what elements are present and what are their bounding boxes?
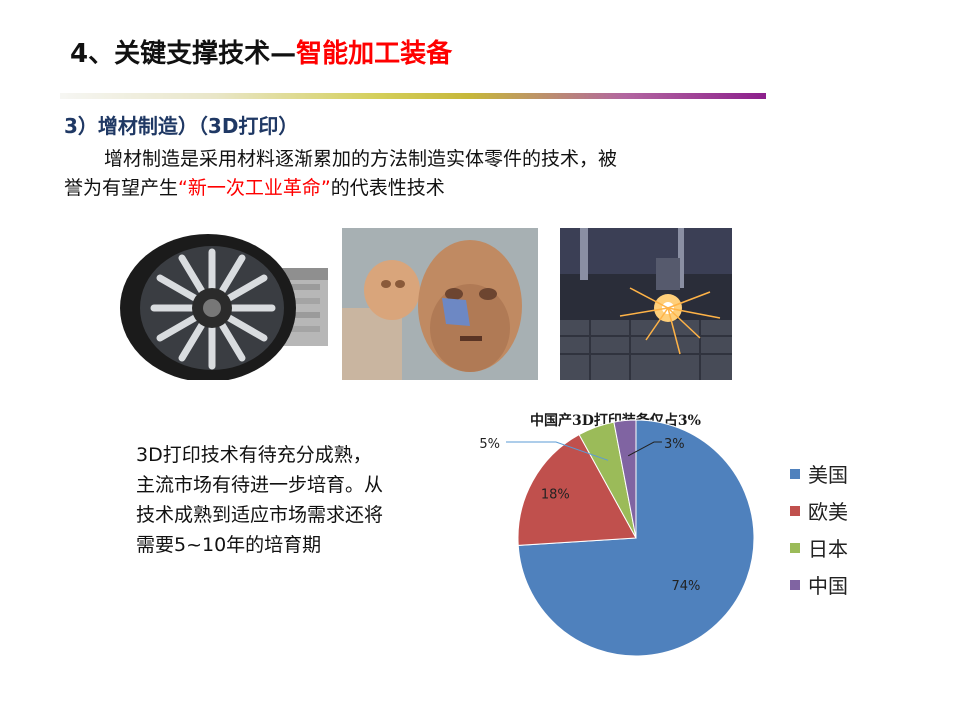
pie-label-2: 18% — [541, 488, 570, 503]
legend-label: 中国 — [808, 574, 848, 598]
maturity-note: 3D打印技术有待充分成熟，主流市场有待进一步培育。从技术成熟到适应市场需求还将需… — [136, 444, 384, 556]
legend-item-3: 日本 — [790, 529, 848, 566]
jet-engine-fan-image — [112, 228, 328, 380]
intro-line-1: 增材制造是采用材料逐渐累加的方法制造实体零件的技术，被 — [104, 148, 618, 170]
slide-title-prefix: 4、关键支撑技术— — [70, 39, 297, 69]
pie-slice-2 — [517, 433, 637, 546]
laser-sintering-sparks-image — [560, 228, 732, 380]
slide-title: 4、关键支撑技术—智能加工装备 — [70, 36, 452, 72]
pie-label-4: 3% — [664, 437, 685, 452]
legend-label: 美国 — [808, 463, 848, 487]
legend-swatch — [790, 505, 800, 516]
legend-label: 日本 — [808, 537, 848, 561]
legend-label: 欧美 — [808, 500, 848, 524]
intro-line-2-prefix: 誉为有望产生 — [64, 177, 179, 199]
section-heading: 3）增材制造）（3D打印） — [64, 114, 299, 138]
chart-legend: 美国 欧美 日本 中国 — [790, 455, 848, 603]
legend-swatch — [790, 542, 800, 553]
pie-chart: 74% 18% 5% 3% — [479, 419, 755, 657]
legend-swatch — [790, 468, 800, 479]
legend-item-1: 美国 — [790, 455, 848, 492]
intro-line-2-suffix: 的代表性技术 — [330, 177, 445, 199]
pie-label-3: 5% — [479, 437, 500, 452]
legend-swatch — [790, 579, 800, 590]
pie-label-1: 74% — [671, 579, 700, 594]
legend-item-2: 欧美 — [790, 492, 848, 529]
title-divider — [60, 93, 766, 99]
slide-title-accent: 智能加工装备 — [296, 39, 453, 69]
intro-line-2: 誉为有望产生“新一次工业革命”的代表性技术 — [64, 174, 764, 203]
pie-slice-4 — [613, 419, 637, 539]
legend-item-4: 中国 — [790, 566, 848, 603]
intro-highlight: “新一次工业革命” — [178, 177, 331, 199]
intro-paragraph: 增材制造是采用材料逐渐累加的方法制造实体零件的技术，被 誉为有望产生“新一次工业… — [64, 145, 764, 203]
pie-leader-line-3 — [506, 441, 609, 461]
pie-leader-line-4 — [627, 441, 662, 457]
3d-printed-faces-image — [342, 228, 538, 380]
